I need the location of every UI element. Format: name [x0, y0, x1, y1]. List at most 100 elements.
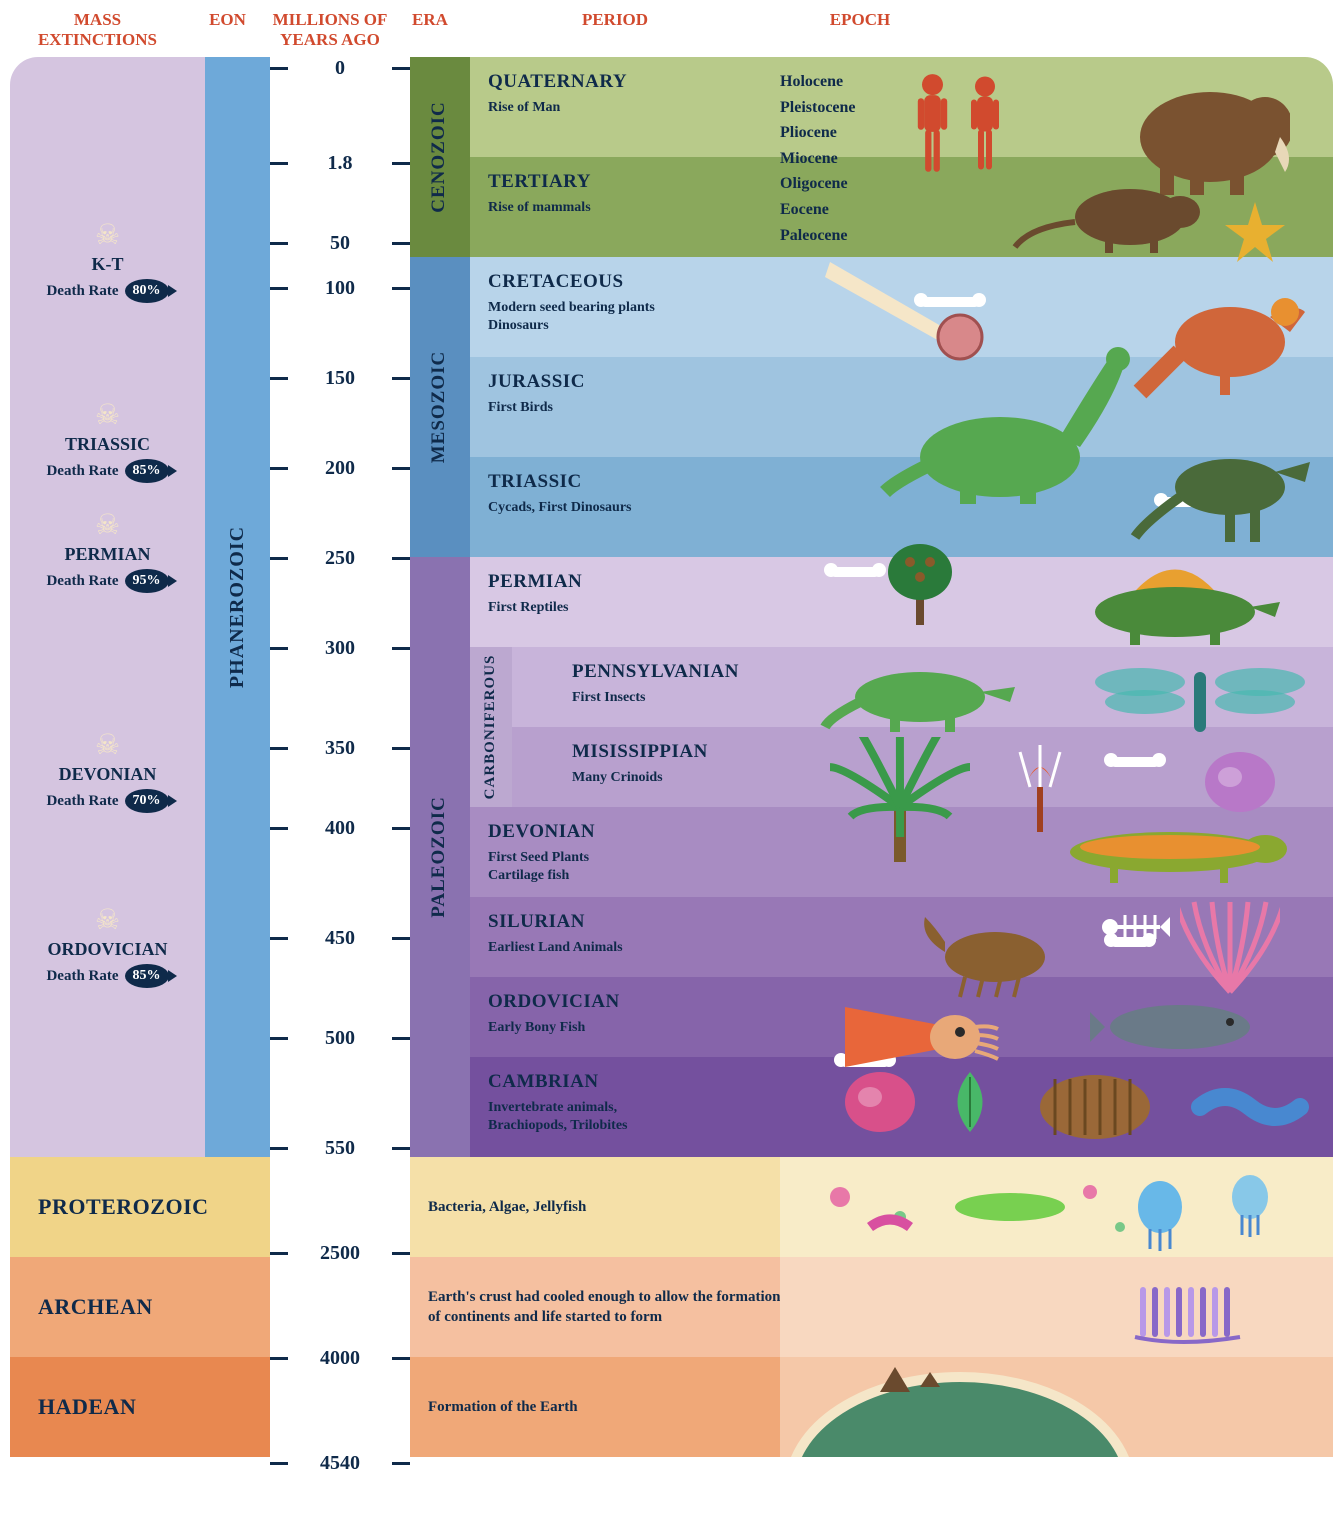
tick-500: 500 [270, 1027, 410, 1050]
epoch-pliocene: Pliocene [780, 120, 856, 146]
period-permian: PERMIAN First Reptiles [470, 557, 1333, 647]
extinction-triassic: ☠ TRIASSIC Death Rate 85% [10, 402, 205, 483]
pre-mid: Bacteria, Algae, Jellyfish [410, 1157, 790, 1257]
period-desc: Modern seed bearing plantsDinosaurs [488, 299, 655, 334]
tick-label: 550 [325, 1137, 355, 1160]
period-silurian: SILURIAN Earliest Land Animals [470, 897, 1333, 977]
tick-label: 500 [325, 1027, 355, 1050]
pre-mid: Earth's crust had cooled enough to allow… [410, 1257, 790, 1357]
precambrian-proterozoic: PROTEROZOIC Bacteria, Algae, Jellyfish [10, 1157, 1333, 1257]
epoch-paleocene: Paleocene [780, 223, 856, 249]
period-desc: First Birds [488, 399, 585, 417]
period-quaternary: QUATERNARY Rise of Man [470, 57, 1333, 157]
pre-desc: Formation of the Earth [428, 1397, 578, 1417]
death-rate-label: Death Rate [46, 573, 118, 590]
epoch-holocene: Holocene [780, 69, 856, 95]
period-desc: Invertebrate animals,Brachiopods, Trilob… [488, 1099, 628, 1134]
epoch-pleistocene: Pleistocene [780, 95, 856, 121]
period-name: MISISSIPPIAN [572, 741, 708, 763]
period-name: JURASSIC [488, 371, 585, 393]
pre-mid: Formation of the Earth [410, 1357, 790, 1457]
pre-illus [780, 1257, 1333, 1357]
tick-label: 2500 [320, 1242, 360, 1265]
period-cambrian: CAMBRIAN Invertebrate animals,Brachiopod… [470, 1057, 1333, 1157]
period-name: QUATERNARY [488, 71, 627, 93]
period-name: SILURIAN [488, 911, 623, 933]
period-name: TRIASSIC [488, 471, 632, 493]
death-rate-label: Death Rate [46, 793, 118, 810]
death-rate-badge: 80% [125, 279, 169, 303]
pre-desc: Earth's crust had cooled enough to allow… [428, 1287, 790, 1328]
period-desc: Early Bony Fish [488, 1019, 620, 1037]
tick-label: 0 [335, 57, 345, 80]
tick-0: 0 [270, 57, 410, 80]
tick-100: 100 [270, 277, 410, 300]
extinction-rate: Death Rate 70% [10, 789, 205, 813]
period-cretaceous: CRETACEOUS Modern seed bearing plantsDin… [470, 257, 1333, 357]
tick-label: 100 [325, 277, 355, 300]
period-name: CRETACEOUS [488, 271, 655, 293]
header-mya: MILLIONS OFYEARS AGO [260, 10, 400, 49]
tick-250: 250 [270, 547, 410, 570]
period-name: ORDOVICIAN [488, 991, 620, 1013]
pre-left: HADEAN [10, 1357, 270, 1457]
tick-label: 400 [325, 817, 355, 840]
era-label: MESOZOIC [428, 351, 450, 464]
extinction-k-t: ☠ K-T Death Rate 80% [10, 222, 205, 303]
tick-150: 150 [270, 367, 410, 390]
period-desc: Rise of Man [488, 99, 627, 117]
pre-left: PROTEROZOIC [10, 1157, 270, 1257]
period-name: DEVONIAN [488, 821, 595, 843]
eon-column: PHANEROZOIC [205, 57, 270, 1157]
skull-icon: ☠ [10, 907, 205, 935]
period-desc: Cycads, First Dinosaurs [488, 499, 632, 517]
precambrian-archean: ARCHEAN Earth's crust had cooled enough … [10, 1257, 1333, 1357]
extinction-name: TRIASSIC [10, 434, 205, 455]
tick-200: 200 [270, 457, 410, 480]
tick-4000: 4000 [270, 1347, 410, 1370]
period-desc: First Seed PlantsCartilage fish [488, 849, 595, 884]
extinction-devonian: ☠ DEVONIAN Death Rate 70% [10, 732, 205, 813]
pre-name: HADEAN [38, 1394, 136, 1420]
tick-label: 300 [325, 637, 355, 660]
geologic-time-infographic: MASSEXTINCTIONS EON MILLIONS OFYEARS AGO… [0, 0, 1343, 1536]
timeline-column: 0 1.8 50 100 150 200 250 300 350 400 450 500 550 2500… [270, 57, 410, 1527]
tick-1.8: 1.8 [270, 152, 410, 175]
pre-illus [780, 1157, 1333, 1257]
extinction-ordovician: ☠ ORDOVICIAN Death Rate 85% [10, 907, 205, 988]
extinction-rate: Death Rate 95% [10, 569, 205, 593]
tick-300: 300 [270, 637, 410, 660]
epoch-eocene: Eocene [780, 197, 856, 223]
death-rate-label: Death Rate [46, 283, 118, 300]
header-extinctions: MASSEXTINCTIONS [0, 10, 195, 49]
extinction-rate: Death Rate 85% [10, 964, 205, 988]
epoch-oligocene: Oligocene [780, 171, 856, 197]
era-column: CENOZOICMESOZOICPALEOZOIC [410, 57, 470, 1157]
rounded-panel: PHANEROZOIC CENOZOICMESOZOICPALEOZOIC CA… [10, 57, 1333, 1517]
death-rate-label: Death Rate [46, 463, 118, 480]
epoch-miocene: Miocene [780, 146, 856, 172]
period-devonian: DEVONIAN First Seed PlantsCartilage fish [470, 807, 1333, 897]
period-desc: Many Crinoids [572, 769, 708, 787]
pre-left: ARCHEAN [10, 1257, 270, 1357]
tick-4540: 4540 [270, 1452, 410, 1475]
tick-350: 350 [270, 737, 410, 760]
period-desc: First Insects [572, 689, 739, 707]
tick-label: 450 [325, 927, 355, 950]
skull-icon: ☠ [10, 732, 205, 760]
pre-name: ARCHEAN [38, 1294, 153, 1320]
era-cenozoic: CENOZOIC [410, 57, 470, 257]
pre-illus [780, 1357, 1333, 1457]
chart-body: PHANEROZOIC CENOZOICMESOZOICPALEOZOIC CA… [0, 57, 1343, 1537]
hadean-earth-icon [780, 1357, 1333, 1457]
tick-label: 4540 [320, 1452, 360, 1475]
pre-name: PROTEROZOIC [38, 1194, 209, 1220]
period-triassic: TRIASSIC Cycads, First Dinosaurs [470, 457, 1333, 557]
header-period: PERIOD [460, 10, 770, 49]
period-name: PENNSYLVANIAN [572, 661, 739, 683]
death-rate-badge: 70% [125, 789, 169, 813]
era-mesozoic: MESOZOIC [410, 257, 470, 557]
death-rate-label: Death Rate [46, 968, 118, 985]
tick-label: 50 [330, 232, 350, 255]
era-label: CENOZOIC [428, 101, 450, 212]
